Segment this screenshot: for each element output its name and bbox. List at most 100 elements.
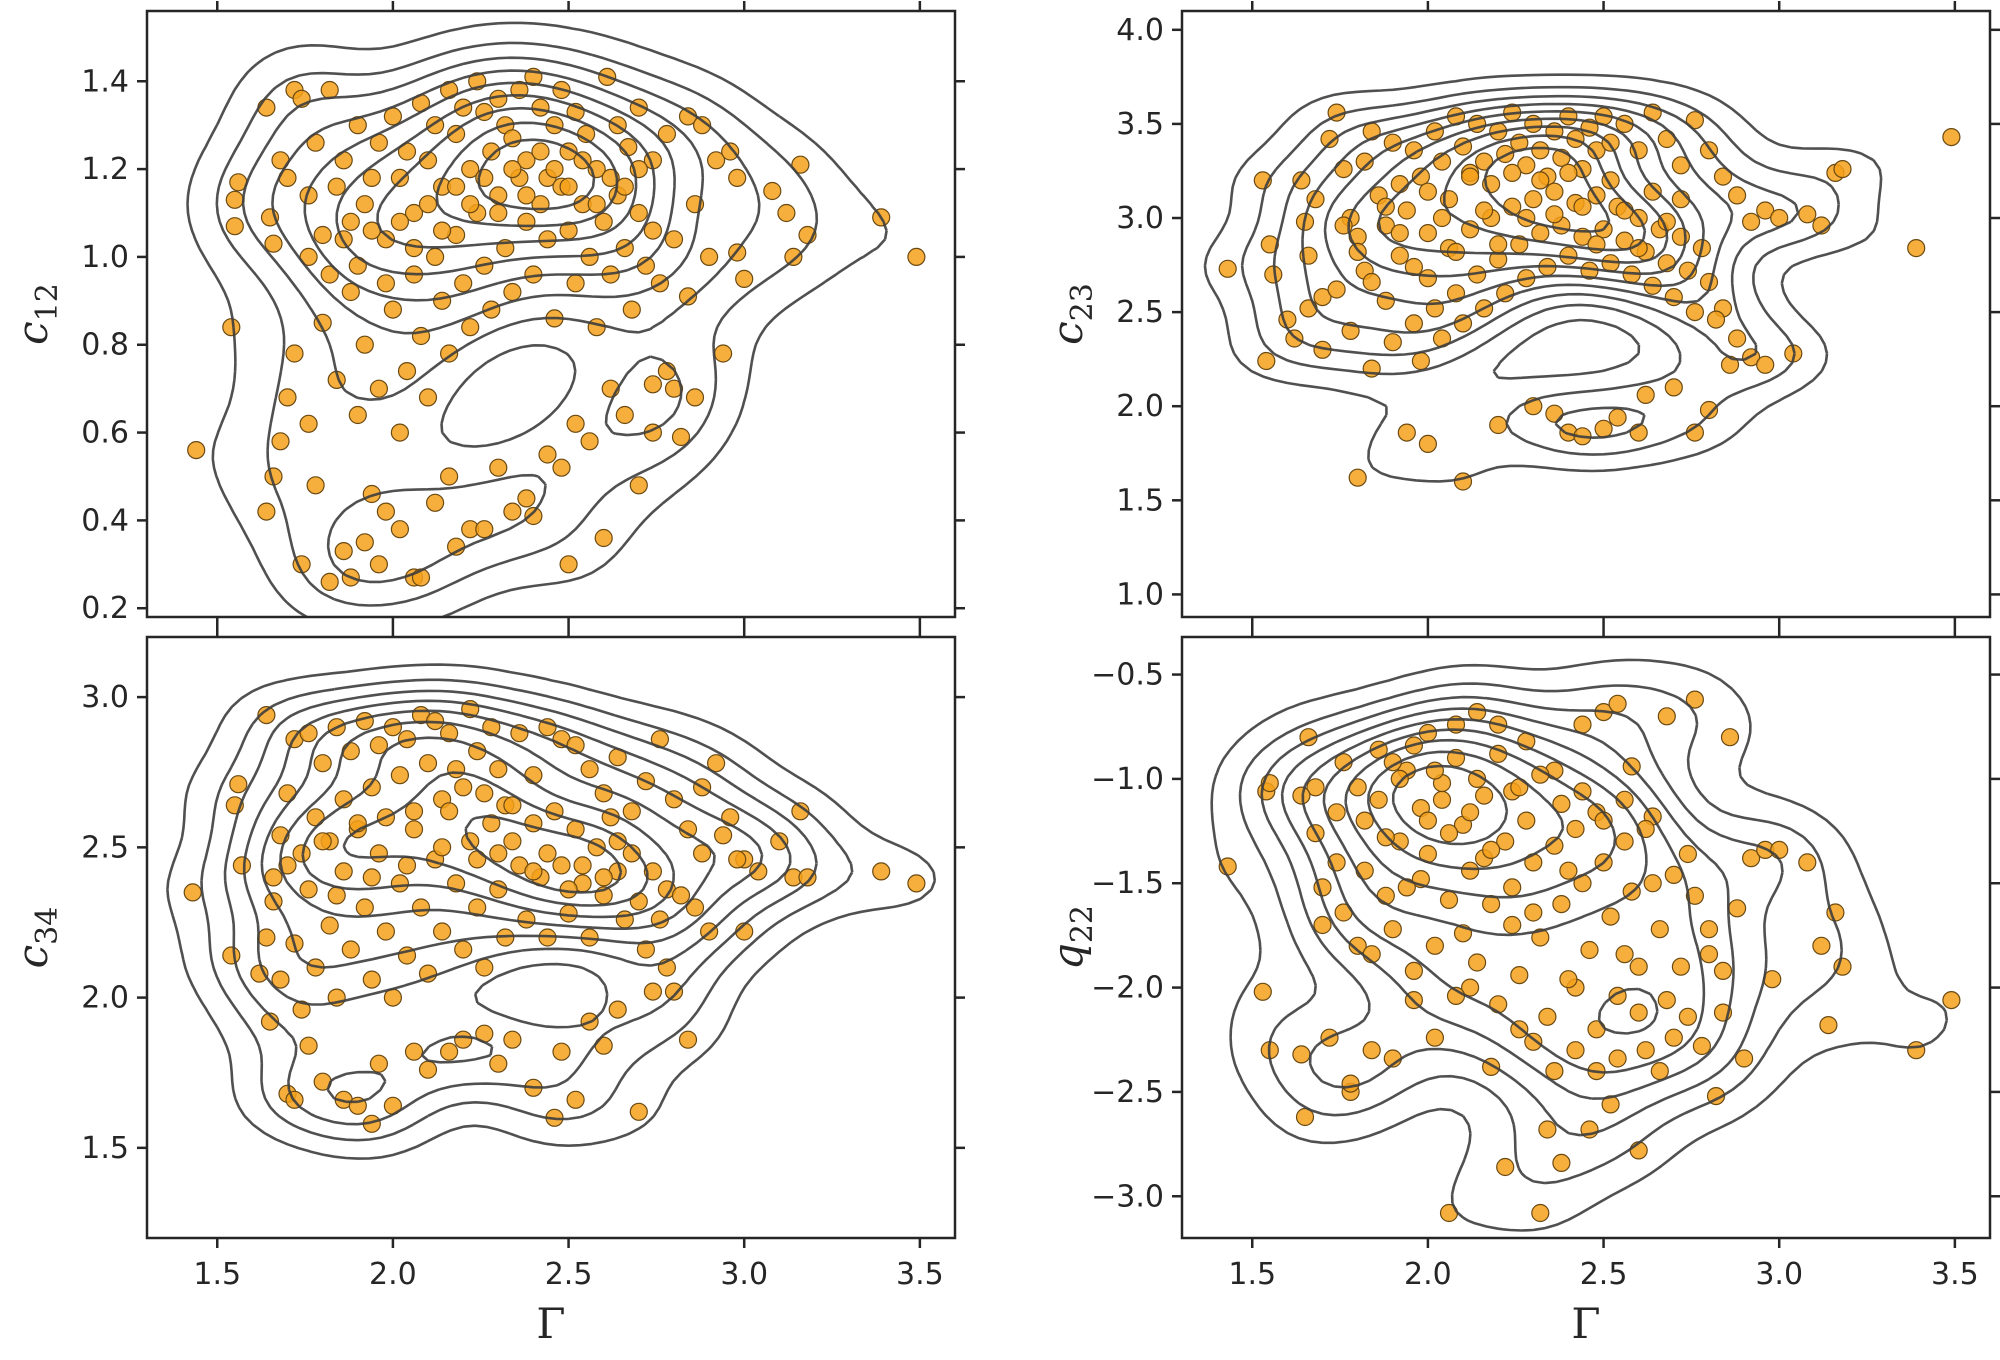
- data-point: [545, 160, 564, 179]
- data-point: [685, 898, 705, 917]
- data-point: [1292, 786, 1311, 805]
- data-point: [503, 160, 522, 179]
- data-point: [1489, 415, 1508, 435]
- data-point: [1425, 936, 1445, 955]
- data-point: [327, 177, 346, 196]
- data-point: [517, 212, 536, 231]
- data-point: [531, 98, 550, 117]
- data-point: [1524, 903, 1543, 922]
- data-point: [594, 212, 613, 231]
- contour-line: [1240, 85, 1840, 456]
- data-point: [1699, 945, 1719, 964]
- data-point: [763, 181, 782, 201]
- data-point: [1503, 163, 1522, 182]
- y-tick-label: 2.5: [1116, 295, 1164, 330]
- data-point: [629, 203, 648, 223]
- data-point: [355, 711, 374, 731]
- contour-line: [1377, 125, 1669, 264]
- data-point: [573, 856, 592, 875]
- data-point: [390, 874, 409, 893]
- data-point: [1327, 280, 1346, 299]
- data-point: [1481, 840, 1501, 860]
- data-point: [222, 946, 241, 965]
- data-point: [232, 856, 251, 875]
- data-point: [397, 362, 417, 381]
- data-point: [1671, 957, 1691, 976]
- data-point: [411, 898, 431, 917]
- data-point: [1474, 201, 1494, 220]
- data-point: [355, 335, 374, 354]
- data-point: [1397, 423, 1416, 442]
- scatter-points: [183, 699, 926, 1133]
- data-point: [566, 1090, 585, 1109]
- data-point: [749, 862, 768, 881]
- contour-line: [303, 81, 676, 302]
- data-point: [552, 856, 571, 875]
- data-point: [503, 1030, 522, 1049]
- data-point: [1678, 1007, 1698, 1026]
- data-point: [1671, 190, 1691, 209]
- data-point: [1692, 1036, 1712, 1056]
- data-point: [433, 291, 452, 310]
- x-axis-label: Γ: [536, 1299, 565, 1348]
- contour-line: [1344, 738, 1617, 899]
- data-point: [440, 344, 459, 363]
- y-axis-label: c34: [8, 907, 65, 969]
- data-point: [531, 142, 550, 161]
- axes-frame: [1180, 9, 1992, 619]
- data-point: [1348, 242, 1367, 261]
- data-point: [1942, 990, 1961, 1010]
- data-point: [1756, 355, 1775, 374]
- data-point: [1355, 811, 1374, 830]
- data-point: [1608, 408, 1627, 427]
- data-point: [426, 493, 445, 512]
- data-point: [580, 432, 599, 451]
- data-point: [313, 754, 332, 773]
- data-point: [713, 826, 733, 845]
- data-point: [1734, 1049, 1754, 1068]
- y-tick-label: 1.5: [1116, 483, 1164, 518]
- data-point: [559, 177, 578, 196]
- data-point: [369, 1054, 388, 1073]
- data-point: [489, 760, 508, 779]
- y-tick-label: 2.5: [81, 830, 129, 865]
- data-point: [1510, 965, 1529, 985]
- data-point: [1545, 205, 1564, 224]
- y-tick-label: −2.5: [1091, 1075, 1164, 1110]
- data-point: [306, 476, 325, 495]
- data-point: [1601, 907, 1620, 926]
- data-point: [229, 775, 248, 794]
- data-point: [1320, 129, 1339, 149]
- data-point: [1727, 329, 1747, 348]
- data-point: [334, 541, 353, 561]
- data-point: [1538, 1007, 1557, 1026]
- data-point: [1460, 861, 1480, 880]
- density-contours: [186, 21, 888, 617]
- data-point: [538, 445, 557, 464]
- data-point: [1657, 707, 1676, 726]
- data-point: [1496, 1157, 1515, 1177]
- data-point: [426, 247, 445, 266]
- data-point: [341, 742, 360, 761]
- y-tick-label: −2.0: [1091, 971, 1164, 1006]
- data-point: [1348, 936, 1367, 955]
- data-point: [1397, 201, 1416, 220]
- contour-line: [1443, 134, 1647, 252]
- data-point: [643, 221, 663, 240]
- data-point: [629, 892, 648, 911]
- data-point: [685, 388, 705, 407]
- data-point: [475, 784, 494, 803]
- data-point: [440, 467, 459, 486]
- data-point: [1819, 1015, 1838, 1035]
- data-point: [1727, 899, 1747, 918]
- data-point: [1341, 1074, 1360, 1093]
- data-point: [320, 916, 339, 935]
- data-point: [1348, 468, 1367, 487]
- data-point: [292, 1000, 311, 1019]
- data-point: [1706, 310, 1726, 329]
- data-point: [1713, 961, 1733, 981]
- data-point: [1253, 982, 1272, 1001]
- data-point: [454, 1030, 473, 1049]
- data-point: [1390, 769, 1409, 789]
- data-point: [1566, 1041, 1585, 1060]
